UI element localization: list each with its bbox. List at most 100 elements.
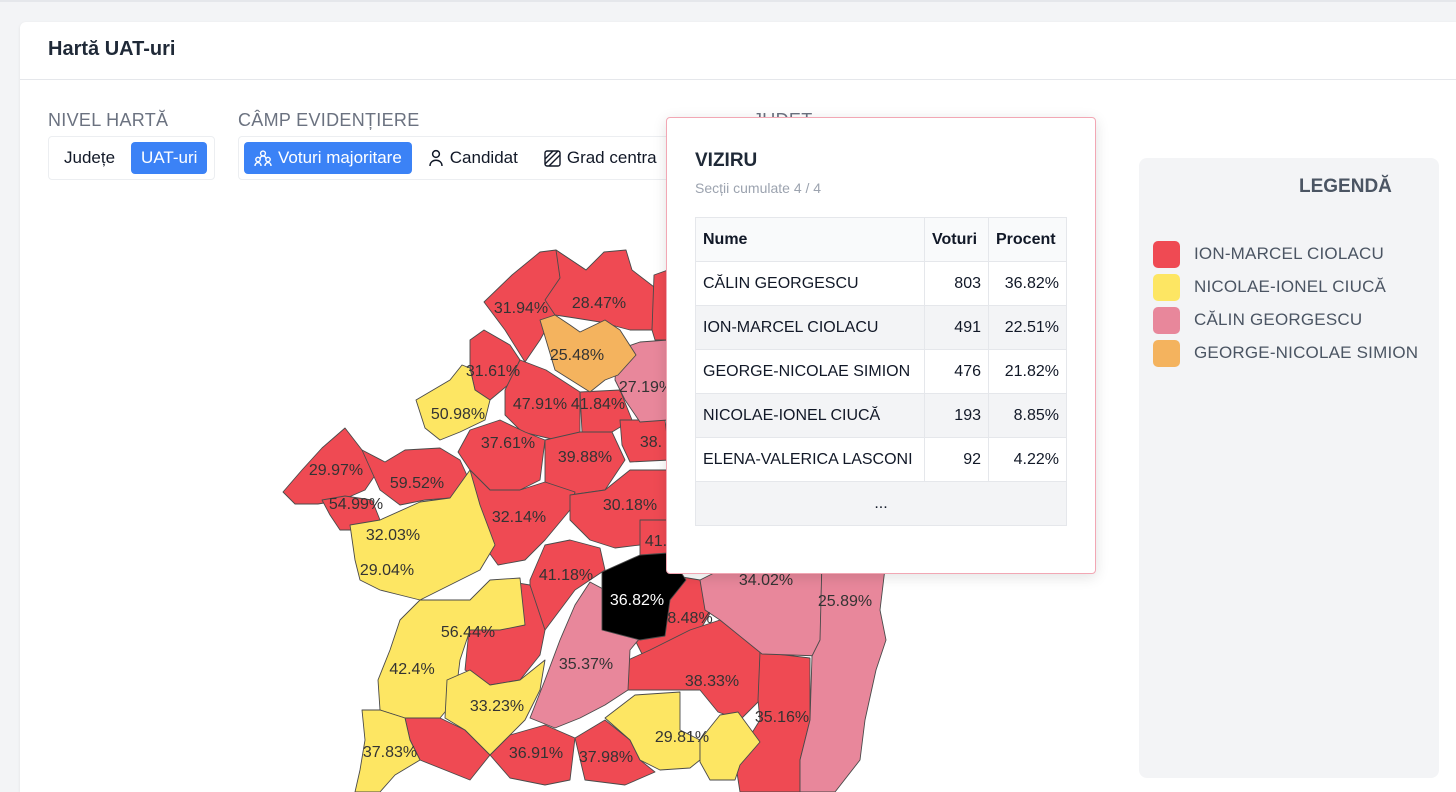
legend-label: CĂLIN GEORGESCU: [1194, 310, 1363, 329]
vote-count: 92: [924, 437, 989, 482]
map-region-viziru[interactable]: [601, 552, 687, 641]
region-label: 32.03%: [366, 527, 420, 544]
tooltip-title: VIZIRU: [695, 150, 758, 171]
map-region[interactable]: [444, 659, 546, 756]
region-label: 8.48%: [667, 610, 712, 627]
region-label: 33.23%: [470, 698, 524, 715]
table-row: GEORGE-NICOLAE SIMION 476 21.82%: [694, 349, 1067, 394]
map-level-toggle: Județe UAT-uri: [48, 136, 215, 180]
map-legend: LEGENDĂ ION-MARCEL CIOLACU NICOLAE-IONEL…: [1139, 158, 1439, 778]
region-label: 38.: [640, 434, 662, 451]
candidate-name: ELENA-VALERICA LASCONI: [694, 437, 926, 482]
region-label: 56.44%: [441, 624, 495, 641]
region-label: 50.98%: [431, 406, 485, 423]
region-label: 42.4%: [389, 661, 434, 678]
legend-label: GEORGE-NICOLAE SIMION: [1194, 343, 1419, 362]
map-region[interactable]: [539, 314, 637, 393]
region-label: 36.82%: [610, 592, 664, 609]
vote-count: 193: [924, 393, 989, 438]
card-header: Hartă UAT-uri: [20, 22, 1456, 80]
region-label: 36.91%: [509, 745, 563, 762]
vote-percent: 21.82%: [988, 349, 1067, 394]
region-label: 29.04%: [360, 562, 414, 579]
map-region[interactable]: [699, 711, 761, 781]
column-header-percent: Procent: [988, 217, 1067, 262]
hatch-square-icon: [544, 149, 561, 167]
table-row: ELENA-VALERICA LASCONI 92 4.22%: [694, 437, 1067, 482]
map-level-judete-button[interactable]: Județe: [64, 148, 116, 167]
table-row: CĂLIN GEORGESCU 803 36.82%: [694, 261, 1067, 306]
legend-label: ION-MARCEL CIOLACU: [1194, 244, 1384, 263]
legend-swatch: [1153, 306, 1180, 334]
vote-percent: 4.22%: [988, 437, 1067, 482]
legend-item: ION-MARCEL CIOLACU: [1153, 240, 1384, 268]
votes-majority-label: Voturi majoritare: [278, 148, 402, 167]
candidate-name: CĂLIN GEORGESCU: [694, 261, 926, 306]
region-label: 25.48%: [550, 347, 604, 364]
region-label: 32.14%: [492, 509, 546, 526]
region-label: 38.33%: [685, 673, 739, 690]
region-label: 27.19%: [619, 379, 673, 396]
map-region[interactable]: [415, 364, 491, 441]
map-region[interactable]: [489, 724, 576, 786]
vote-count: 476: [924, 349, 989, 394]
region-label: 37.61%: [481, 435, 535, 452]
centralization-button[interactable]: Grad centra: [534, 142, 667, 174]
people-group-icon: [254, 150, 272, 167]
map-region[interactable]: [544, 249, 659, 331]
map-region[interactable]: [799, 559, 887, 792]
legend-label: NICOLAE-IONEL CIUCĂ: [1194, 277, 1387, 296]
uat-choropleth-map: 31.94% 28.47% 25.48% 31.61% 27.19% 50.98…: [282, 249, 887, 792]
region-label: 41.18%: [539, 567, 593, 584]
vote-count: 491: [924, 305, 989, 350]
region-label: 29.97%: [309, 462, 363, 479]
region-label: 31.61%: [466, 363, 520, 380]
map-region[interactable]: [354, 709, 421, 792]
legend-swatch: [1153, 273, 1180, 301]
region-label: 30.18%: [603, 497, 657, 514]
table-more-row: ...: [695, 481, 1067, 526]
vote-count: 803: [924, 261, 989, 306]
map-region-labels: 31.94% 28.47% 25.48% 31.61% 27.19% 50.98…: [309, 295, 872, 766]
vote-percent: 36.82%: [988, 261, 1067, 306]
map-region[interactable]: [734, 651, 811, 792]
centralization-label: Grad centra: [566, 148, 657, 167]
region-label: 37.83%: [363, 744, 417, 761]
candidate-button[interactable]: Candidat: [418, 142, 528, 174]
legend-swatch: [1153, 339, 1180, 367]
region-label: 34.02%: [739, 572, 793, 589]
map-region[interactable]: [627, 619, 761, 721]
region-label: 29.81%: [655, 729, 709, 746]
legend-swatch: [1153, 240, 1180, 268]
vote-percent: 22.51%: [988, 305, 1067, 350]
region-label: 54.99%: [329, 496, 383, 513]
votes-majority-button[interactable]: Voturi majoritare: [244, 142, 412, 174]
column-header-votes: Voturi: [924, 217, 989, 262]
top-border: [0, 0, 1456, 2]
region-tooltip: VIZIRU Secții cumulate 4 / 4 Nume Voturi…: [666, 117, 1096, 574]
map-level-uat-button[interactable]: UAT-uri: [131, 142, 208, 174]
results-table: Nume Voturi Procent CĂLIN GEORGESCU 803 …: [694, 217, 1067, 526]
region-label: 37.98%: [579, 749, 633, 766]
map-level-label: NIVEL HARTĂ: [48, 110, 169, 130]
table-header-row: Nume Voturi Procent: [694, 217, 1067, 262]
legend-item: GEORGE-NICOLAE SIMION: [1153, 339, 1418, 367]
region-label: 47.91%: [513, 396, 567, 413]
table-row: ION-MARCEL CIOLACU 491 22.51%: [694, 305, 1067, 350]
person-icon: [429, 149, 443, 167]
table-row: NICOLAE-IONEL CIUCĂ 193 8.85%: [694, 393, 1067, 438]
candidate-name: GEORGE-NICOLAE SIMION: [694, 349, 926, 394]
legend-title: LEGENDĂ: [1299, 176, 1392, 197]
region-label: 41.: [645, 533, 667, 550]
region-label: 25.89%: [818, 593, 872, 610]
region-label: 28.47%: [572, 295, 626, 312]
region-label: 41.84%: [571, 396, 625, 413]
candidate-name: ION-MARCEL CIOLACU: [694, 305, 926, 350]
region-label: 39.88%: [558, 449, 612, 466]
map-region[interactable]: [349, 469, 496, 601]
region-label: 59.52%: [390, 475, 444, 492]
map-region[interactable]: [574, 719, 656, 786]
legend-item: CĂLIN GEORGESCU: [1153, 306, 1362, 334]
legend-item: NICOLAE-IONEL CIUCĂ: [1153, 273, 1386, 301]
column-header-name: Nume: [694, 217, 926, 262]
